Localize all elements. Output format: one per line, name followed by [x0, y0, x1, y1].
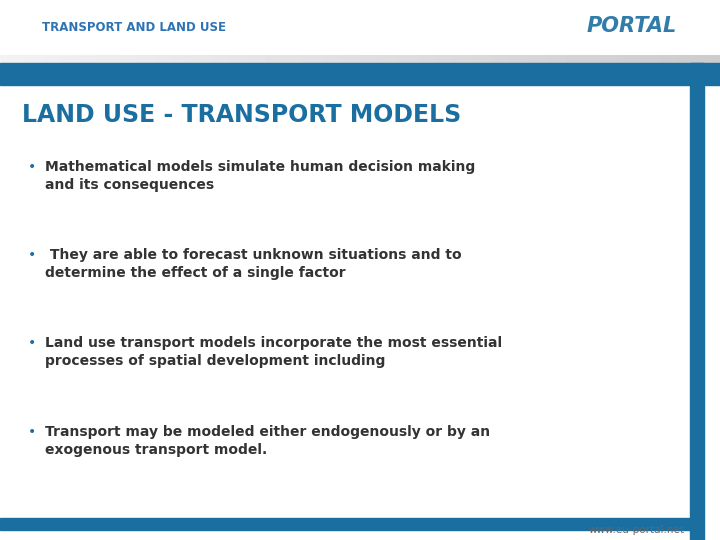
- Text: •: •: [28, 248, 36, 262]
- Text: •: •: [28, 425, 36, 438]
- Text: LAND USE - TRANSPORT MODELS: LAND USE - TRANSPORT MODELS: [22, 103, 462, 127]
- Text: processes of spatial development including: processes of spatial development includi…: [45, 354, 385, 368]
- Text: Transport may be modeled either endogenously or by an: Transport may be modeled either endogeno…: [45, 425, 490, 438]
- Text: www.eu-portal.net: www.eu-portal.net: [589, 525, 685, 535]
- Text: TRANSPORT AND LAND USE: TRANSPORT AND LAND USE: [42, 21, 226, 34]
- Text: •: •: [28, 160, 36, 174]
- Bar: [0, 63, 720, 85]
- Bar: [0, 85, 690, 518]
- Text: •: •: [28, 336, 36, 350]
- Bar: [690, 63, 704, 540]
- Text: and its consequences: and its consequences: [45, 178, 214, 192]
- Text: exogenous transport model.: exogenous transport model.: [45, 443, 267, 457]
- Text: PORTAL: PORTAL: [587, 16, 677, 36]
- Text: Land use transport models incorporate the most essential: Land use transport models incorporate th…: [45, 336, 502, 350]
- Text: They are able to forecast unknown situations and to: They are able to forecast unknown situat…: [45, 248, 462, 262]
- Text: determine the effect of a single factor: determine the effect of a single factor: [45, 266, 346, 280]
- Text: Mathematical models simulate human decision making: Mathematical models simulate human decis…: [45, 160, 475, 174]
- Bar: [0, 0, 720, 55]
- Bar: [0, 518, 690, 530]
